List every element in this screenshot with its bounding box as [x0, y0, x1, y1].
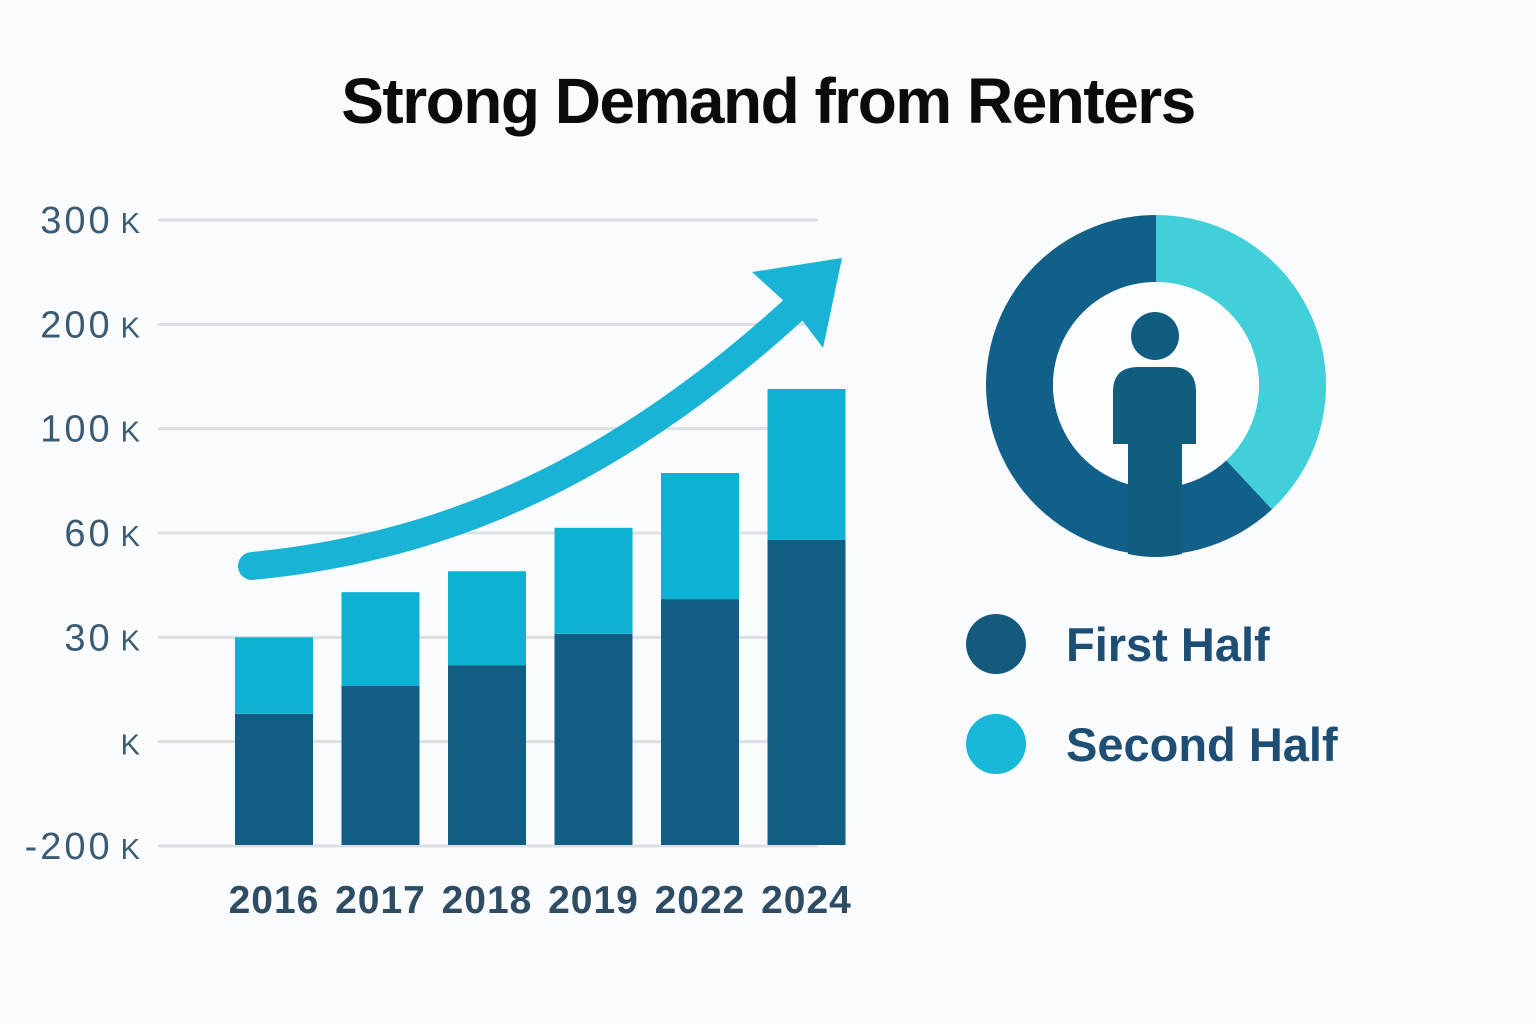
- trend-arrow-icon: [238, 258, 842, 580]
- bar-segment-second-half-2019: [554, 527, 633, 634]
- donut-segment-second-half: [1156, 215, 1326, 510]
- bar-segment-second-half-2022: [661, 473, 739, 600]
- y-tick-label: K: [121, 730, 141, 762]
- bar-segment-second-half-2017: [341, 592, 420, 687]
- bar-segment-first-half-2016: [235, 713, 313, 845]
- legend-item-first-half: First Half: [966, 613, 1270, 675]
- bar-segment-first-half-2024: [767, 539, 846, 845]
- bar-segment-first-half-2017: [341, 686, 420, 845]
- chart-title: Strong Demand from Renters: [341, 65, 1196, 137]
- x-tick-label-2018: 2018: [442, 879, 533, 922]
- legend-dot-first-half: [966, 614, 1026, 674]
- bar-segment-first-half-2022: [661, 599, 739, 845]
- legend-item-second-half: Second Half: [966, 713, 1338, 775]
- legend-label-first-half: First Half: [1066, 617, 1270, 671]
- bar-segment-second-half-2024: [767, 389, 846, 540]
- bar-segment-second-half-2016: [235, 637, 313, 714]
- y-tick-label: 300 K: [40, 200, 140, 242]
- bar-segment-first-half-2018: [448, 665, 526, 845]
- renter-donut-chart: [986, 215, 1326, 557]
- x-tick-label-2016: 2016: [229, 879, 320, 922]
- x-axis-labels: 2016 2017 2018 2019 2022 2024: [229, 879, 852, 922]
- trend-arrow-shaft: [238, 288, 816, 580]
- x-tick-label-2024: 2024: [761, 879, 852, 922]
- y-tick-label: 200 K: [40, 304, 140, 346]
- x-tick-label-2022: 2022: [655, 879, 746, 922]
- legend-dot-second-half: [966, 714, 1026, 774]
- person-icon: [1113, 312, 1196, 557]
- trend-arrow-head: [752, 258, 842, 348]
- x-tick-label-2019: 2019: [548, 879, 639, 922]
- bar-segment-first-half-2019: [554, 633, 633, 845]
- legend-label-second-half: Second Half: [1066, 717, 1338, 771]
- donut-segment-first-half: [986, 215, 1272, 555]
- y-tick-label: 100 K: [40, 409, 140, 451]
- y-tick-label: 30 K: [64, 617, 140, 659]
- bar-segment-second-half-2018: [448, 571, 526, 666]
- y-tick-label: -200 K: [25, 826, 141, 868]
- y-axis-labels: 300 K 200 K 100 K 60 K 30 K K -200 K: [25, 200, 141, 868]
- donut-ring: [986, 215, 1326, 555]
- x-tick-label-2017: 2017: [335, 879, 426, 922]
- y-tick-label: 60 K: [64, 513, 140, 555]
- stacked-bars: [235, 389, 846, 845]
